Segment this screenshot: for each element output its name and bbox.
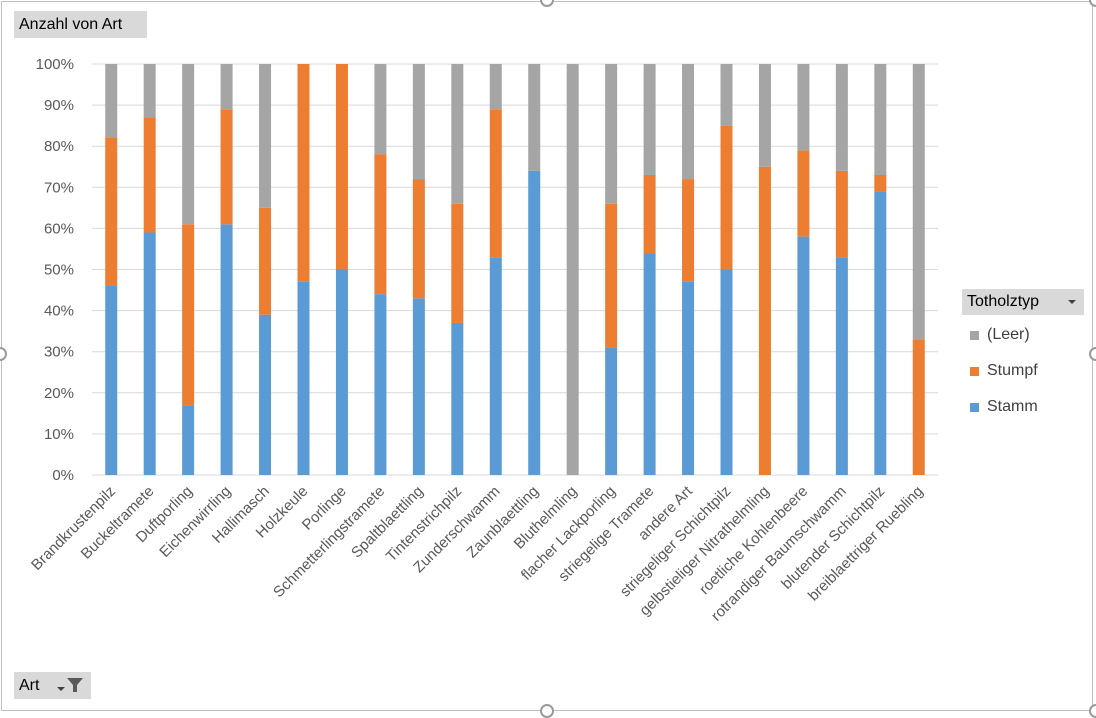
filter-icon[interactable] [66,676,84,694]
bar-segment[interactable] [643,174,656,254]
bar-segment[interactable] [528,170,541,476]
chevron-down-icon[interactable] [57,687,65,691]
bar-segment[interactable] [489,257,502,475]
category-field-label: Art [19,677,40,694]
bar-segment[interactable] [297,281,310,475]
bar-segment[interactable] [105,137,118,286]
legend-swatch-leer [970,331,979,340]
bar-segment[interactable] [451,322,464,475]
category-field-button[interactable]: Art [14,672,91,699]
bar-segment[interactable] [758,64,771,167]
bar-segment[interactable] [105,285,118,475]
y-tick-label: 50% [44,262,74,279]
value-field-label: Anzahl von Art [19,16,123,33]
bar-segment[interactable] [374,154,387,295]
bar-segment[interactable] [874,174,887,192]
bar-segment[interactable] [220,224,233,475]
legend-field-label: Totholztyp [967,293,1040,310]
bar-segment[interactable] [182,64,195,225]
y-tick-label: 100% [36,56,74,73]
bar-segment[interactable] [874,191,887,475]
resize-handle-top[interactable] [540,0,554,7]
y-tick-label: 20% [44,385,74,402]
bar-segment[interactable] [259,64,272,208]
legend-label-stumpf: Stumpf [987,362,1038,379]
y-tick-label: 80% [44,138,74,155]
bar-segment[interactable] [643,64,656,175]
bar-segment[interactable] [143,232,156,475]
bar-segment[interactable] [489,109,502,258]
bar-segment[interactable] [682,281,695,475]
legend-label-leer: (Leer) [987,326,1030,343]
y-tick-label: 60% [44,220,74,237]
bar-segment[interactable] [297,64,310,282]
bar-segment[interactable] [874,64,887,175]
y-tick-label: 30% [44,344,74,361]
legend-label-stamm: Stamm [987,398,1038,415]
bar-segment[interactable] [528,64,541,171]
resize-handle-left[interactable] [0,347,7,361]
bar-segment[interactable] [605,347,618,475]
bar-segment[interactable] [374,64,387,155]
bar-segment[interactable] [912,339,925,475]
chevron-down-icon[interactable] [1068,300,1076,304]
bar-segment[interactable] [374,294,387,475]
bar-segment[interactable] [912,64,925,340]
bar-segment[interactable] [835,64,848,171]
legend-swatch-stumpf [970,367,979,376]
bar-segment[interactable] [682,64,695,180]
legend-swatch-stamm [970,403,979,412]
bar-segment[interactable] [605,64,618,204]
bar-segment[interactable] [720,125,733,270]
bar-segment[interactable] [182,224,195,406]
bar-segment[interactable] [758,166,771,475]
bar-segment[interactable] [451,64,464,204]
bar-segment[interactable] [412,64,425,180]
y-tick-label: 10% [44,426,74,443]
x-axis-tick-labels: BrandkrustenpilzBuckeltrameteDuftporling… [28,482,927,624]
bar-segment[interactable] [412,179,425,299]
bar-segment[interactable] [143,64,156,118]
bar-segment[interactable] [220,64,233,110]
bar-segment[interactable] [835,257,848,475]
bar-segment[interactable] [335,269,348,476]
y-tick-label: 90% [44,97,74,114]
bar-segment[interactable] [682,179,695,282]
bar-segment[interactable] [335,64,348,270]
bar-segment[interactable] [720,269,733,476]
bar-segment[interactable] [259,207,272,315]
bar-segment[interactable] [566,64,579,475]
legend-field-button[interactable]: Totholztyp [962,289,1084,315]
bar-segment[interactable] [259,314,272,475]
bar-segment[interactable] [605,203,618,348]
bar-segment[interactable] [797,150,810,237]
gridlines [92,63,938,476]
bar-segment[interactable] [835,170,848,258]
bar-segment[interactable] [143,117,156,233]
bar-segment[interactable] [451,203,464,323]
resize-handle-right[interactable] [1089,347,1096,361]
bar-segment[interactable] [182,405,195,475]
bar-segment[interactable] [797,236,810,475]
y-axis-tick-labels: 0% 10% 20% 30% 40% 50% 60% 70% 80% 90% 100% [36,56,74,484]
bar-segment[interactable] [720,64,733,126]
bar-segment[interactable] [797,64,810,151]
bar-segment[interactable] [412,298,425,475]
bars [105,64,925,476]
bar-segment[interactable] [220,109,233,225]
value-field-button[interactable]: Anzahl von Art [14,11,147,38]
bar-segment[interactable] [489,64,502,110]
bar-segment[interactable] [105,64,118,138]
y-tick-label: 0% [52,467,74,484]
y-tick-label: 40% [44,303,74,320]
y-tick-label: 70% [44,179,74,196]
resize-handle-top-right[interactable] [1089,0,1096,7]
bar-segment[interactable] [643,253,656,475]
